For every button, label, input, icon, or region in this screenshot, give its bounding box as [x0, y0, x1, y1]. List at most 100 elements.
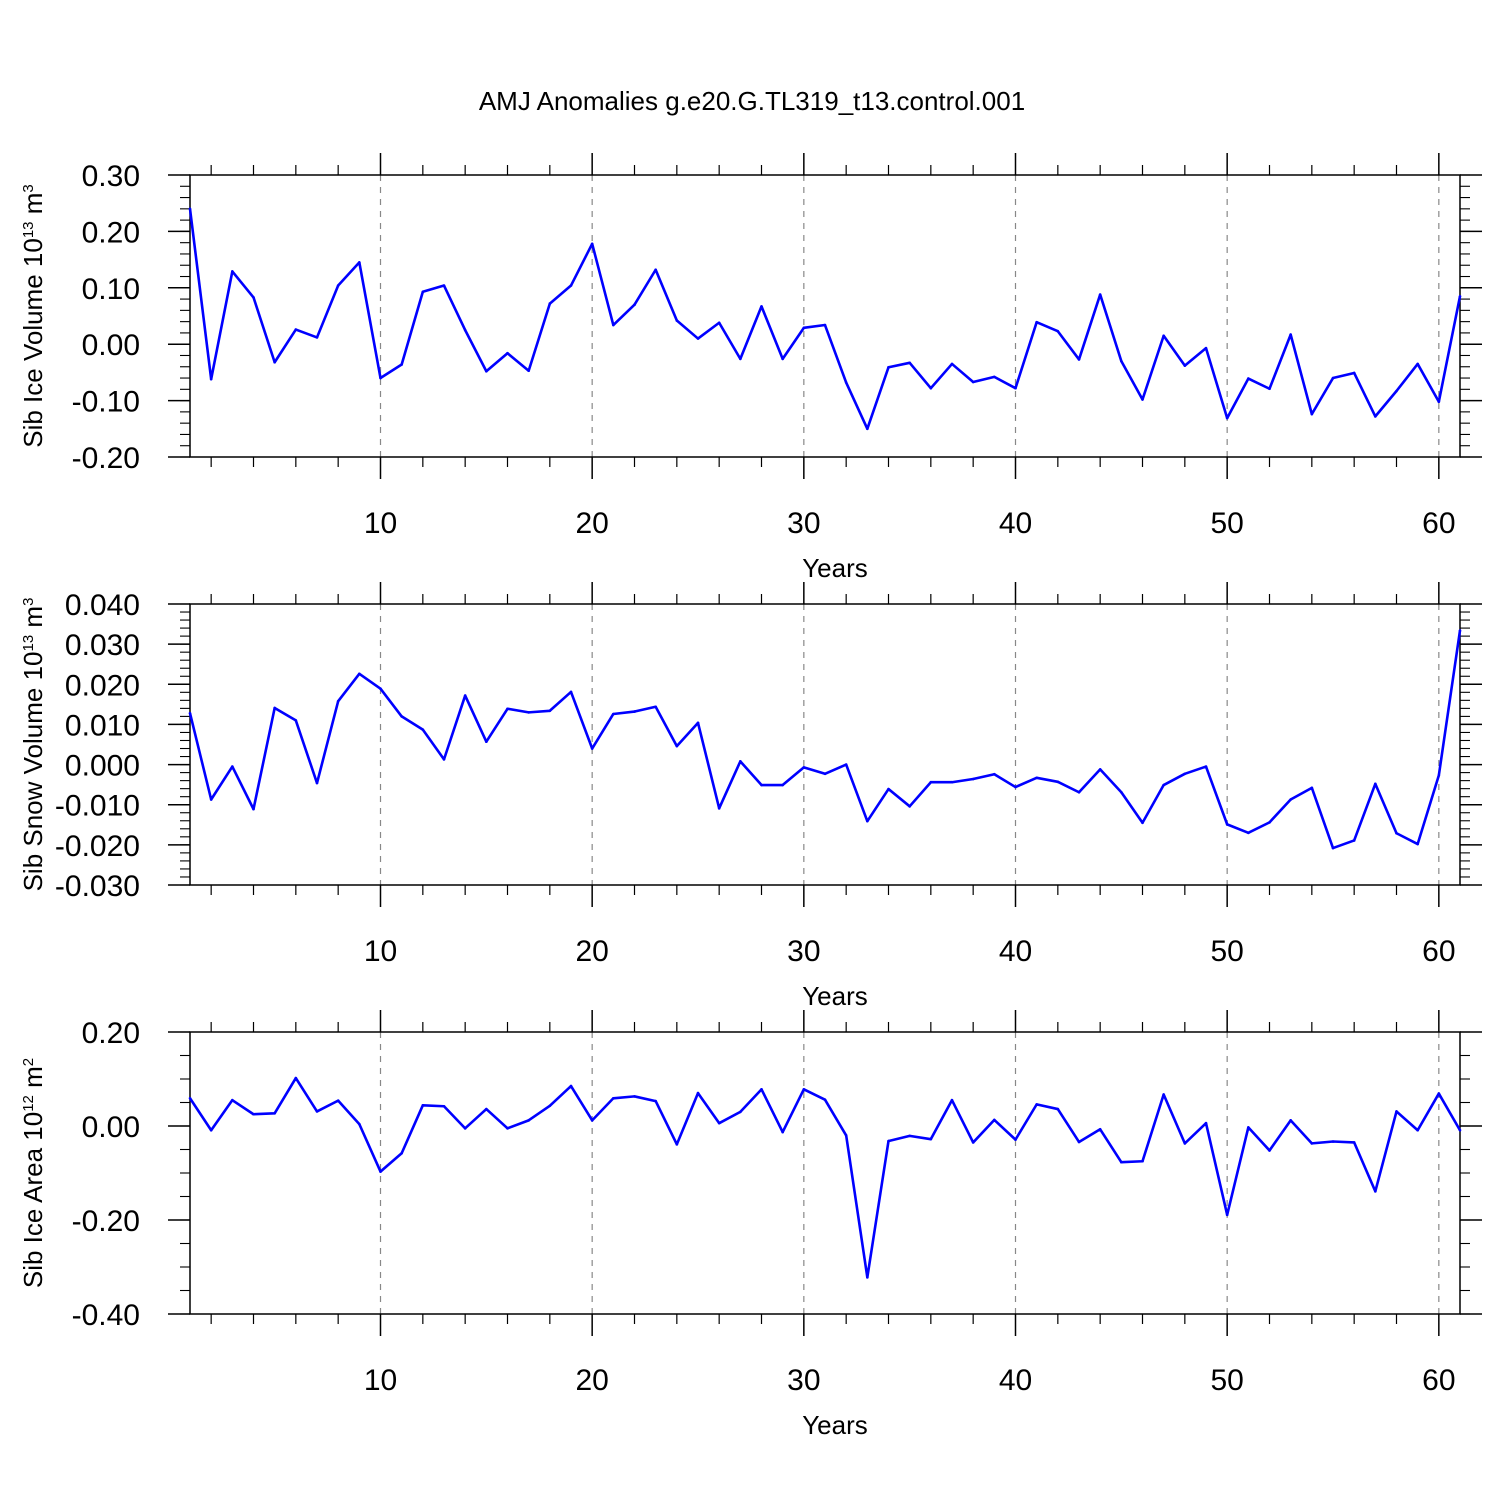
data-point [273, 1112, 276, 1115]
data-point [485, 1107, 488, 1111]
data-point [252, 807, 255, 811]
data-point [1310, 786, 1314, 790]
data-point [1077, 790, 1081, 794]
data-point [802, 1088, 806, 1091]
data-point [1374, 782, 1377, 786]
y-axis-title-superscript: 12 [20, 1095, 37, 1112]
data-point [654, 705, 657, 709]
y-tick-label: -0.20 [72, 1205, 140, 1238]
data-point [442, 1104, 446, 1108]
data-point [1162, 783, 1165, 787]
data-point [675, 319, 679, 322]
x-tick-label: 30 [787, 1364, 820, 1397]
data-point [379, 1170, 382, 1173]
data-point [400, 1151, 403, 1155]
data-point [844, 381, 848, 384]
data-point [739, 1110, 742, 1114]
y-tick-label: -0.010 [55, 790, 140, 823]
data-point [717, 321, 721, 325]
data-point [548, 1104, 552, 1108]
y-tick-label: -0.20 [72, 442, 140, 475]
data-point [781, 357, 784, 361]
data-point [590, 747, 594, 750]
y-tick-label: 0.10 [82, 273, 140, 306]
data-point [971, 777, 975, 781]
data-point [231, 765, 234, 768]
data-point [739, 357, 742, 361]
data-point [950, 780, 954, 784]
data-point [760, 783, 763, 787]
data-point [1268, 821, 1271, 824]
y-tick-label: 0.00 [82, 1111, 140, 1144]
data-point [696, 1091, 700, 1095]
data-point [993, 1118, 996, 1122]
x-tick-label: 40 [999, 1364, 1032, 1397]
data-point [463, 694, 467, 697]
y-axis-title: Sib Ice Area 1012 m2 [18, 1058, 48, 1288]
data-point [231, 1098, 234, 1102]
data-point [675, 744, 679, 748]
data-point [315, 336, 319, 339]
data-point [612, 1096, 615, 1100]
data-point [1120, 790, 1123, 794]
data-point [1352, 371, 1356, 375]
data-point [908, 361, 911, 365]
x-axis-title: Years [802, 981, 868, 1011]
data-point [336, 1099, 340, 1102]
data-point [506, 351, 509, 355]
data-point [442, 758, 446, 761]
data-point [336, 699, 340, 703]
data-point [548, 709, 552, 713]
data-point [569, 284, 573, 287]
data-point [739, 760, 742, 763]
data-point [1247, 831, 1250, 835]
plot-frame [189, 1031, 1461, 1315]
data-point [1458, 629, 1462, 632]
data-point [569, 690, 573, 694]
data-point [1183, 1142, 1187, 1145]
data-point [1204, 346, 1208, 350]
y-axis-title: Sib Snow Volume 1013 m3 [18, 598, 48, 892]
data-point [1098, 1127, 1102, 1131]
data-point [1289, 798, 1292, 801]
data-point [188, 1096, 192, 1100]
data-point [844, 763, 848, 766]
data-point [760, 305, 763, 308]
data-point [633, 303, 636, 307]
data-point [527, 711, 530, 714]
data-point [294, 328, 298, 331]
data-point [1056, 780, 1060, 784]
data-point [527, 1119, 530, 1122]
data-point [1162, 334, 1165, 338]
y-axis-title-part: Sib Snow Volume 10 [18, 651, 48, 891]
x-tick-label: 10 [364, 1364, 397, 1397]
data-point [1268, 1149, 1271, 1152]
data-point [421, 290, 425, 294]
data-point [294, 719, 298, 722]
data-point [188, 711, 192, 715]
data-point [1289, 1119, 1292, 1122]
data-point [654, 1099, 657, 1103]
x-tick-label: 30 [787, 935, 820, 968]
data-point [993, 772, 996, 776]
y-tick-label: 0.040 [65, 589, 140, 622]
data-point [273, 360, 276, 364]
data-point [358, 672, 361, 676]
y-axis-title-superscript: 13 [20, 221, 37, 238]
data-point [421, 1104, 425, 1107]
data-point [1183, 364, 1187, 367]
y-axis-title-part: m [18, 193, 48, 222]
data-point [463, 328, 467, 332]
y-tick-label: 0.20 [82, 1017, 140, 1050]
data-point [802, 766, 806, 769]
data-point [1225, 416, 1229, 420]
data-point [400, 363, 403, 366]
y-tick-label: -0.020 [55, 830, 140, 863]
y-axis-title-superscript: 13 [20, 635, 37, 652]
data-point [358, 261, 361, 264]
data-point [1395, 831, 1398, 835]
data-point [717, 1121, 721, 1125]
data-point [696, 337, 700, 340]
data-point [1056, 329, 1060, 333]
data-point [1183, 772, 1187, 776]
